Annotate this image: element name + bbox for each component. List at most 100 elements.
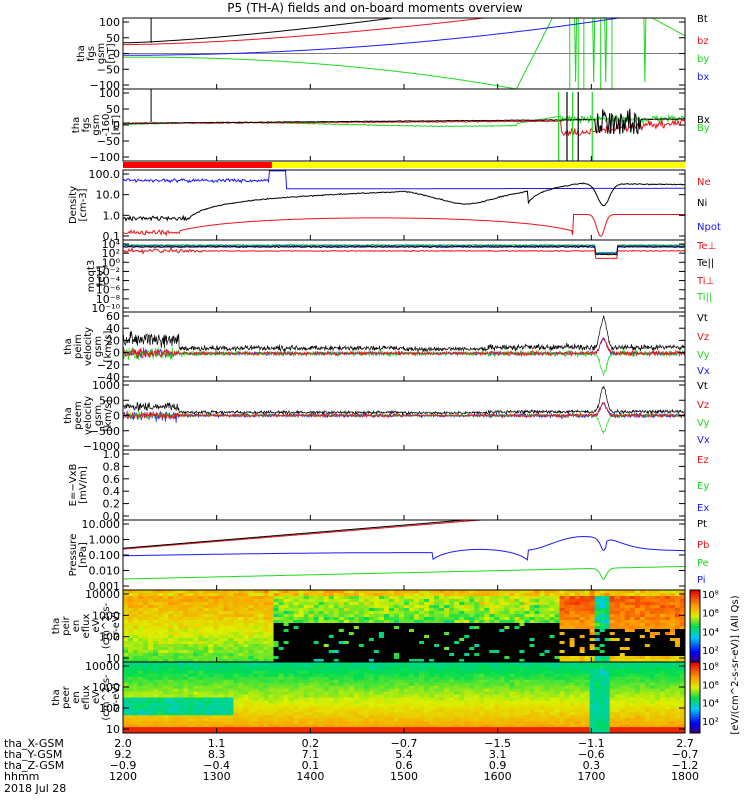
heat-cell (434, 697, 440, 701)
heat-cell (298, 638, 305, 642)
heat-cell (494, 694, 500, 698)
heat-cell (639, 626, 646, 630)
heat-cell (298, 724, 305, 728)
heat-cell (679, 659, 686, 663)
heat-cell (519, 724, 525, 728)
heat-cell (288, 638, 295, 642)
heat-cell (218, 611, 224, 615)
heat-cell (198, 709, 204, 713)
heat-cell (434, 685, 440, 690)
heat-cell (459, 721, 465, 725)
heat-cell (208, 596, 214, 600)
heat-cell (469, 676, 475, 681)
heat-cell (649, 638, 656, 642)
heat-cell (524, 724, 530, 728)
heat-cell (333, 691, 340, 695)
heat-cell (338, 644, 345, 648)
heat-cell (358, 706, 365, 710)
heat-cell (323, 638, 330, 642)
heat-cell (544, 721, 550, 725)
heat-cell (203, 700, 209, 704)
heat-cell (529, 664, 535, 669)
heat-cell (544, 712, 550, 716)
heat-cell (178, 641, 184, 645)
heat-cell (444, 721, 450, 725)
heat-cell (258, 644, 264, 648)
heat-cell (153, 730, 159, 734)
heat-cell (398, 653, 405, 657)
heat-cell (153, 688, 159, 692)
heat-cell (659, 617, 666, 621)
heat-cell (368, 644, 375, 648)
heat-cell (238, 608, 244, 612)
heat-cell (504, 691, 510, 695)
heat-cell (263, 697, 269, 701)
heat-cell (153, 659, 159, 663)
heat-cell (669, 626, 676, 630)
heat-cell (619, 605, 626, 609)
heat-cell (509, 673, 515, 678)
heat-cell (178, 614, 184, 618)
heat-cell (409, 590, 415, 594)
heat-cell (554, 670, 560, 675)
heat-cell (519, 629, 525, 633)
heat-cell (564, 730, 570, 734)
heat-cell (128, 703, 134, 707)
heat-cell (524, 730, 530, 734)
heat-cell (464, 694, 470, 698)
heat-cell (313, 647, 320, 651)
heat-cell (534, 685, 540, 690)
heat-cell (368, 673, 375, 678)
heat-cell (338, 718, 345, 722)
heat-cell (393, 629, 400, 633)
heat-cell (248, 611, 254, 615)
heat-cell (328, 664, 335, 669)
heat-cell (153, 629, 159, 633)
heat-cell (203, 647, 209, 651)
heat-cell (378, 635, 385, 639)
heat-cell (554, 727, 560, 731)
heat-cell (203, 676, 209, 681)
heat-cell (223, 602, 229, 606)
heat-cell (489, 599, 495, 603)
heat-cell (363, 623, 370, 627)
heat-cell (343, 670, 350, 675)
heat-cell (263, 676, 269, 681)
heat-cell (664, 611, 671, 615)
heat-cell (654, 626, 661, 630)
heat-cell (213, 629, 219, 633)
heat-cell (649, 629, 656, 633)
heat-cell (218, 673, 224, 678)
heat-cell (464, 635, 470, 639)
heat-cell (509, 620, 515, 624)
heat-cell (609, 617, 616, 621)
heat-cell (183, 721, 189, 725)
heat-cell (203, 679, 209, 684)
heat-cell (163, 712, 169, 716)
heat-cell (419, 730, 425, 734)
heat-cell (353, 638, 360, 642)
heat-cell (348, 718, 355, 722)
heat-cell (233, 653, 239, 657)
heat-cell (143, 650, 149, 654)
heat-cell (529, 730, 535, 734)
heat-cell (534, 676, 540, 681)
heat-cell (524, 620, 530, 624)
heat-cell (564, 682, 570, 687)
heat-cell (649, 620, 656, 624)
heat-cell (318, 685, 325, 690)
heat-cell (484, 653, 490, 657)
heat-cell (574, 644, 581, 648)
heat-cell (639, 611, 646, 615)
heat-cell (193, 709, 199, 713)
heat-cell (629, 614, 636, 618)
heat-cell (489, 703, 495, 707)
heat-cell (383, 718, 390, 722)
heat-cell (278, 620, 284, 624)
heat-cell (479, 709, 485, 713)
heat-cell (348, 664, 355, 669)
heat-cell (378, 623, 385, 627)
heat-cell (178, 662, 184, 666)
heat-cell (549, 682, 555, 687)
heat-cell (444, 724, 450, 728)
